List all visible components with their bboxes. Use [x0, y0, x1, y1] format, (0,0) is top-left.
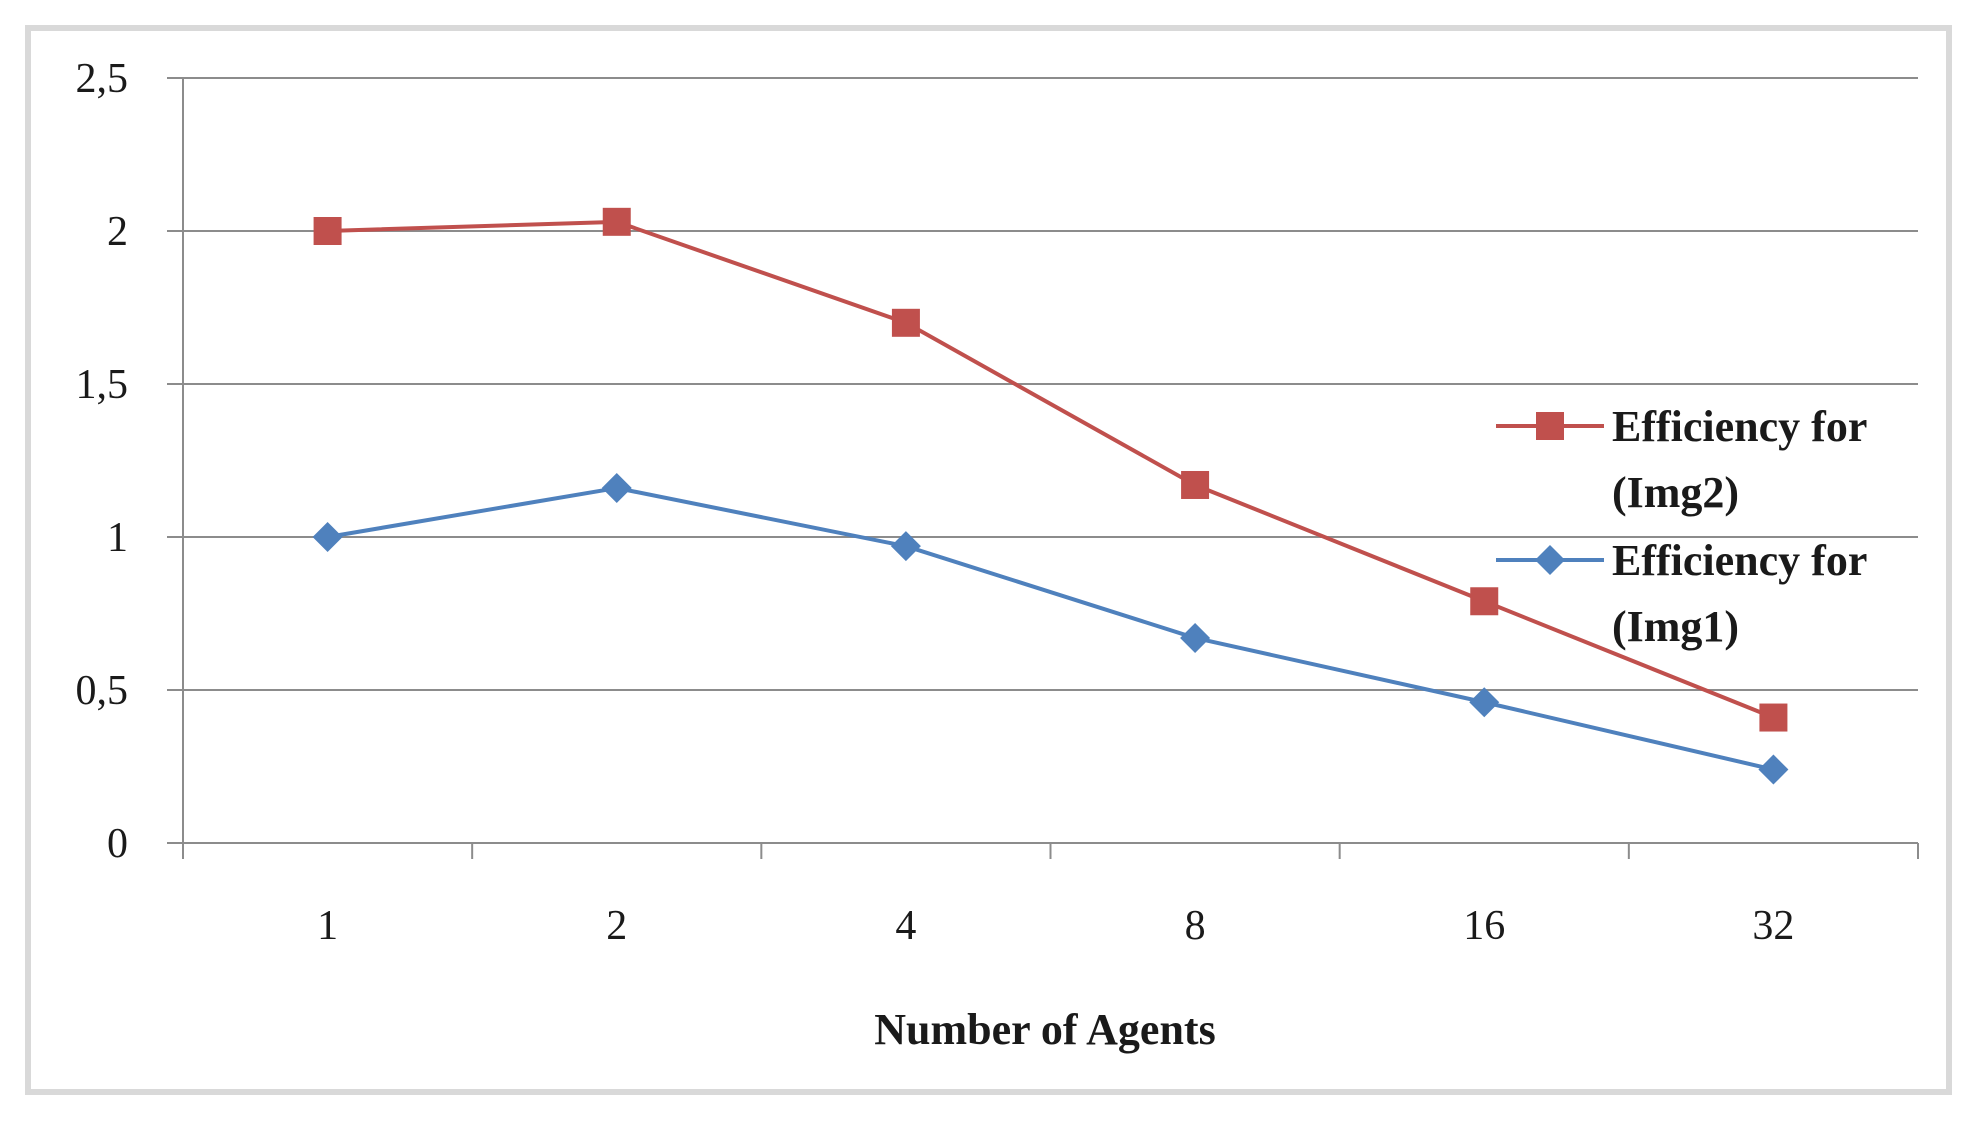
series-line	[327, 219, 1775, 720]
legend: Efficiency for (Img2) Efficiency for (Img1)	[1496, 402, 1867, 651]
axes	[167, 77, 1919, 859]
data-point-square	[602, 207, 631, 236]
legend-label: (Img2)	[1612, 468, 1739, 517]
x-tick-label: 4	[895, 903, 916, 949]
legend-label: (Img1)	[1612, 602, 1739, 651]
data-point-diamond	[601, 473, 632, 504]
x-axis-title: Number of Agents	[874, 1005, 1215, 1054]
legend-label: Efficiency for	[1612, 536, 1867, 585]
data-point-square	[1536, 412, 1564, 440]
legend-label: Efficiency for	[1612, 402, 1867, 451]
gridlines	[183, 77, 1918, 691]
data-point-diamond	[890, 531, 921, 562]
x-tick-label: 2	[606, 903, 627, 949]
data-point-diamond	[1469, 687, 1500, 718]
y-tick-label: 1,5	[76, 362, 129, 408]
data-point-diamond	[312, 522, 343, 552]
data-point-diamond	[1535, 545, 1565, 575]
data-point-square	[313, 217, 342, 245]
data-point-square	[1759, 703, 1788, 732]
data-point-square	[1470, 587, 1499, 616]
data-point-square	[891, 308, 920, 337]
legend-item: Efficiency for (Img2)	[1496, 402, 1867, 517]
y-tick-label: 2,5	[76, 56, 129, 102]
x-tick-label: 32	[1752, 903, 1794, 949]
y-tick-label: 2	[107, 209, 128, 255]
series-line	[327, 486, 1774, 772]
x-tick-label: 1	[317, 903, 338, 949]
series-img2	[313, 207, 1788, 732]
y-tick-label: 1	[107, 515, 128, 561]
y-tick-label: 0,5	[76, 668, 129, 714]
x-tick-label: 16	[1463, 903, 1505, 949]
series-img1	[312, 473, 1789, 785]
data-point-diamond	[1180, 622, 1211, 653]
x-tick-labels: 1 2 4 8 16 32	[317, 903, 1794, 949]
data-point-square	[1181, 470, 1210, 499]
legend-item: Efficiency for (Img1)	[1496, 536, 1867, 651]
y-tick-label: 0	[107, 821, 128, 867]
series-layer	[312, 207, 1789, 785]
y-tick-labels: 0 0,5 1 1,5 2 2,5	[76, 56, 129, 867]
chart-frame	[25, 25, 1952, 1095]
data-point-diamond	[1758, 754, 1789, 785]
x-tick-label: 8	[1185, 903, 1206, 949]
